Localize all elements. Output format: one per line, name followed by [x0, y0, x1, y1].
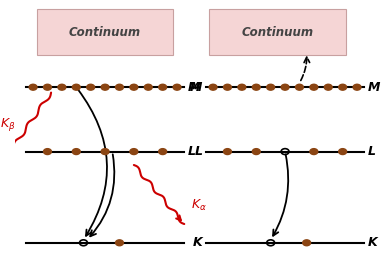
Text: K: K [368, 236, 378, 249]
Circle shape [173, 84, 181, 90]
Circle shape [267, 84, 275, 90]
Circle shape [29, 84, 37, 90]
Text: L: L [194, 145, 202, 158]
Circle shape [144, 84, 152, 90]
Circle shape [252, 149, 260, 154]
Circle shape [44, 84, 51, 90]
Circle shape [159, 84, 167, 90]
Circle shape [87, 84, 95, 90]
Text: K: K [193, 236, 202, 249]
Circle shape [116, 84, 123, 90]
Circle shape [130, 149, 138, 154]
Circle shape [310, 84, 318, 90]
Circle shape [209, 84, 217, 90]
Text: $\mathit{K}_\beta$: $\mathit{K}_\beta$ [0, 116, 16, 133]
Text: M: M [368, 81, 380, 94]
Text: M: M [188, 81, 200, 94]
Circle shape [58, 84, 66, 90]
Circle shape [296, 84, 303, 90]
Circle shape [224, 149, 231, 154]
Text: M: M [190, 81, 202, 94]
Circle shape [339, 149, 347, 154]
Text: L: L [368, 145, 376, 158]
Circle shape [281, 84, 289, 90]
Circle shape [116, 240, 123, 246]
Circle shape [252, 84, 260, 90]
Text: Continuum: Continuum [69, 26, 141, 39]
Circle shape [339, 84, 347, 90]
Circle shape [44, 149, 51, 154]
Circle shape [224, 84, 231, 90]
Circle shape [72, 84, 80, 90]
Circle shape [303, 240, 311, 246]
Circle shape [324, 84, 332, 90]
Circle shape [101, 149, 109, 154]
Circle shape [159, 149, 167, 154]
FancyBboxPatch shape [37, 9, 173, 55]
Text: L: L [188, 145, 196, 158]
Text: $\mathit{K}_\alpha$: $\mathit{K}_\alpha$ [191, 198, 206, 213]
Circle shape [72, 149, 80, 154]
Text: Continuum: Continuum [242, 26, 314, 39]
Circle shape [238, 84, 246, 90]
Circle shape [310, 149, 318, 154]
Circle shape [130, 84, 138, 90]
Circle shape [353, 84, 361, 90]
FancyBboxPatch shape [210, 9, 346, 55]
Circle shape [101, 84, 109, 90]
